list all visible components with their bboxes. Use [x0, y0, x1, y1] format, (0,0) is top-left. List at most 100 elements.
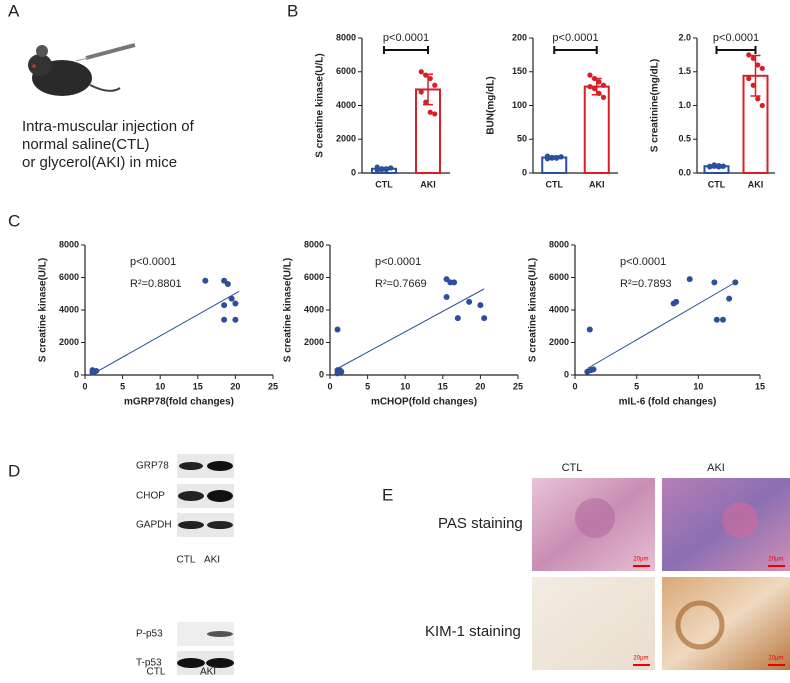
- y-axis-label: S creatine kinase(U/L): [315, 53, 326, 157]
- panel-label: B: [287, 1, 298, 20]
- data-point: [750, 82, 756, 88]
- data-point: [600, 82, 607, 88]
- y-tick-label: 4000: [59, 304, 79, 314]
- significance-bracket: [383, 46, 429, 54]
- data-point: [720, 163, 726, 169]
- data-point: [596, 79, 602, 85]
- data-point: [587, 72, 593, 78]
- data-point: [232, 300, 239, 307]
- x-tick-label: 0: [327, 381, 332, 391]
- mouse-illustration: [28, 43, 136, 96]
- bar: [583, 85, 610, 174]
- data-point: [454, 315, 461, 322]
- data-point: [418, 69, 424, 75]
- histology-images: [532, 478, 790, 670]
- y-tick-label: 6000: [336, 66, 356, 76]
- x-tick-label: AKI: [589, 179, 605, 189]
- x-axis-label: mCHOP(fold changes): [371, 397, 477, 408]
- data-point: [591, 86, 598, 92]
- data-point: [443, 294, 450, 300]
- data-point: [586, 326, 593, 333]
- x-tick-label: 10: [400, 381, 410, 391]
- panel-label: A: [8, 1, 20, 20]
- y-axis-label: S creatine kinase(U/L): [283, 258, 294, 362]
- annotation: R²=0.7893: [620, 278, 672, 290]
- annotation: p<0.0001: [620, 256, 666, 268]
- x-tick-label: 0: [572, 381, 577, 391]
- group-label: AKI: [200, 667, 216, 678]
- blot-label: GRP78: [136, 461, 169, 472]
- data-point: [591, 75, 598, 82]
- y-tick-label: 6000: [549, 272, 569, 282]
- x-tick-label: 25: [268, 381, 278, 391]
- data-point: [418, 89, 424, 95]
- data-point: [711, 279, 718, 286]
- data-point: [383, 167, 389, 173]
- description: or glycerol(AKI) in mice: [22, 154, 177, 171]
- data-point: [673, 298, 680, 305]
- x-tick-label: 25: [513, 381, 523, 391]
- x-tick-label: CTL: [708, 179, 726, 189]
- x-tick-label: 5: [120, 381, 125, 391]
- y-tick-label: 50: [517, 134, 527, 144]
- data-point: [481, 315, 488, 322]
- y-tick-label: 0: [74, 369, 79, 379]
- panel-label: E: [382, 485, 393, 504]
- y-tick-label: 8000: [59, 239, 79, 249]
- regression-line: [587, 281, 736, 369]
- x-tick-label: 15: [193, 381, 203, 391]
- significance-bracket: [715, 46, 757, 54]
- data-point: [558, 154, 564, 160]
- x-axis-label: mGRP78(fold changes): [124, 397, 234, 408]
- y-tick-label: 1.0: [678, 100, 691, 110]
- data-point: [388, 165, 394, 171]
- description: Intra-muscular injection of: [22, 118, 195, 135]
- data-point: [686, 276, 693, 283]
- data-point: [221, 302, 228, 309]
- data-point: [707, 163, 713, 169]
- row-label: PAS staining: [438, 515, 523, 532]
- regression-line: [92, 290, 240, 375]
- data-point: [544, 153, 551, 159]
- group-label: CTL: [177, 555, 196, 566]
- data-point: [759, 102, 765, 109]
- data-point: [711, 162, 717, 168]
- x-tick-label: 10: [693, 381, 703, 391]
- data-point: [549, 154, 555, 161]
- y-tick-label: 0: [564, 369, 569, 379]
- data-point: [590, 366, 597, 373]
- y-tick-label: 0: [351, 167, 356, 177]
- data-point: [716, 164, 722, 170]
- annotation: p<0.0001: [375, 256, 421, 268]
- data-point: [451, 279, 458, 286]
- y-tick-label: 100: [512, 100, 527, 110]
- row-label: KIM-1 staining: [425, 623, 521, 640]
- data-point: [336, 367, 343, 374]
- description: normal saline(CTL): [22, 136, 150, 153]
- data-point: [553, 155, 560, 161]
- y-tick-label: 0.5: [678, 134, 691, 144]
- data-point: [755, 62, 761, 68]
- data-point: [432, 111, 438, 117]
- x-tick-label: 15: [755, 381, 765, 391]
- data-point: [232, 316, 239, 323]
- data-point: [600, 94, 607, 100]
- p-value: p<0.0001: [713, 32, 759, 44]
- y-axis-label: S creatine kinase(U/L): [528, 258, 539, 362]
- data-point: [423, 99, 429, 105]
- data-point: [732, 279, 739, 286]
- annotation: p<0.0001: [130, 256, 176, 268]
- scale-bar-label: 20μm: [768, 656, 783, 662]
- y-tick-label: 2000: [336, 134, 356, 144]
- data-point: [379, 166, 385, 172]
- y-tick-label: 2.0: [678, 32, 691, 42]
- annotation: R²=0.8801: [130, 278, 182, 290]
- y-tick-label: 4000: [336, 100, 356, 110]
- column-label: CTL: [562, 462, 583, 474]
- y-tick-label: 0: [319, 369, 324, 379]
- data-point: [423, 72, 429, 78]
- scale-bar-label: 20μm: [633, 656, 648, 662]
- data-point: [713, 316, 720, 323]
- error-bar: [750, 54, 761, 97]
- data-point: [221, 316, 228, 323]
